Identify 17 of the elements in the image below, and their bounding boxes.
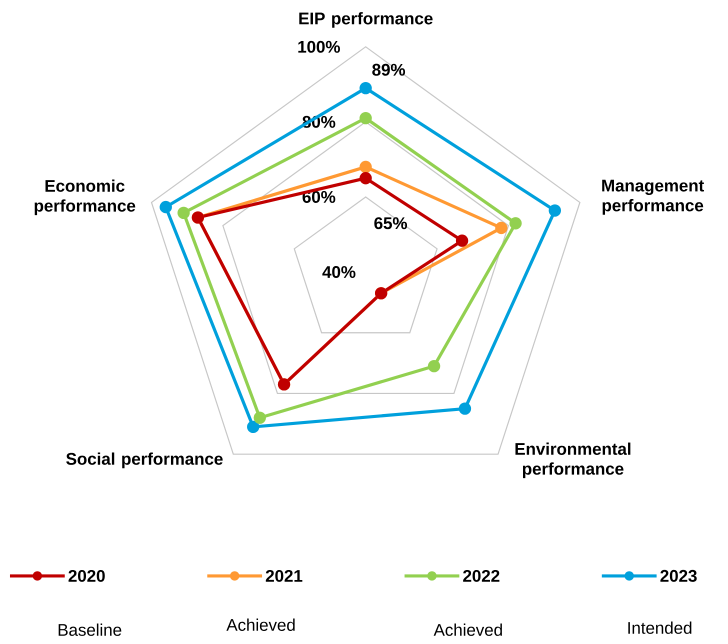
text: 89% [372,64,406,76]
text: Achieved [434,624,502,636]
legend-label: 2021 [266,570,302,582]
text: Baseline [58,624,122,636]
text: Intended [628,622,692,634]
legend-label: 2023 [660,570,697,582]
text: Achieved [226,618,295,632]
spoke-label: Economic performance [34,180,136,216]
spoke-label: Environmental performance [515,442,630,478]
y-tick-label: 100% [298,41,340,53]
spoke-label: Social performance [66,452,223,468]
legend-label: 2022 [463,570,500,582]
y-tick-label: 40% [322,266,356,278]
legend-label: 2020 [68,570,105,582]
spoke-label: EIP performance [299,12,433,28]
text: 65% [374,217,408,230]
spoke-label: Management performance [602,180,704,215]
